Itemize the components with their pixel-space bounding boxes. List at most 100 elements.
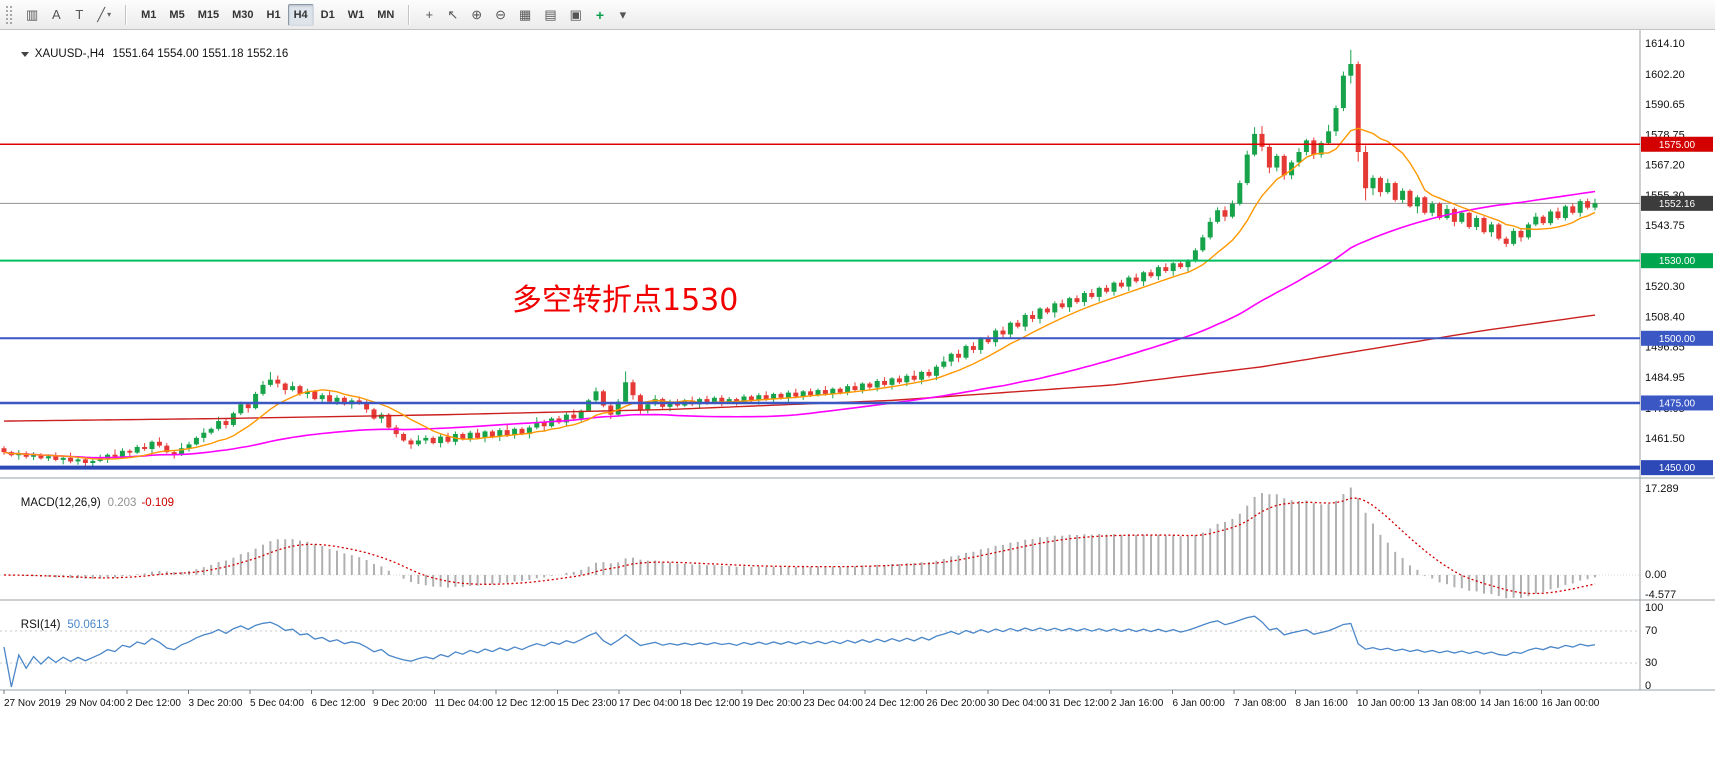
svg-text:1500.00: 1500.00 (1659, 334, 1696, 345)
tile-windows-button[interactable]: ▦ (519, 6, 532, 22)
svg-text:16 Jan 00:00: 16 Jan 00:00 (1542, 698, 1600, 709)
ma-fast-line (3, 127, 1596, 460)
vertical-line-tool-button[interactable]: T (75, 7, 84, 22)
cursor-button[interactable]: ↖ (447, 6, 459, 22)
svg-text:30: 30 (1645, 657, 1657, 669)
svg-text:0: 0 (1645, 680, 1651, 692)
macd-signal-line (3, 497, 1596, 595)
svg-text:70: 70 (1645, 625, 1657, 637)
timeframe-m5-button[interactable]: M5 (169, 8, 185, 21)
add-indicator-button[interactable]: + (595, 6, 605, 23)
timeframe-h4-button[interactable]: H4 (287, 3, 314, 26)
svg-text:0.00: 0.00 (1645, 569, 1666, 581)
svg-text:9 Dec 20:00: 9 Dec 20:00 (373, 698, 427, 709)
toolbar-right-group: + ↖ ⊕ ⊖ ▦ ▤ ▣ + ▾ (418, 4, 634, 26)
price-badge (1641, 460, 1713, 476)
rsi-indicator-label: RSI(14) 50.0613 (8, 607, 109, 643)
macd-name: MACD(12,26,9) (20, 497, 101, 509)
svg-text:24 Dec 12:00: 24 Dec 12:00 (865, 698, 925, 709)
timeframe-m30-button[interactable]: M30 (232, 8, 254, 21)
svg-text:100: 100 (1645, 602, 1663, 614)
time-axis: 27 Nov 2019 29 Nov 04:00 2 Dec 12:00 3 Dec … (3, 690, 1600, 709)
text-label-button[interactable]: A (51, 7, 61, 22)
rsi-line (3, 615, 1596, 688)
timeframe-w1-button[interactable]: W1 (347, 8, 365, 21)
toolbar: ▥ A T ╱ ▾ M1 M5 M15 M30 H1 H4 D1 W1 MN + ↖ ⊕ ⊖ ▦ ▤ ▣ + ▾ (0, 0, 1715, 30)
svg-text:15 Dec 23:00: 15 Dec 23:00 (558, 698, 618, 709)
svg-text:26 Dec 20:00: 26 Dec 20:00 (927, 698, 987, 709)
svg-text:1614.10: 1614.10 (1645, 38, 1685, 50)
svg-text:1520.30: 1520.30 (1645, 281, 1685, 293)
dropdown-arrow-icon: ▾ (107, 10, 112, 19)
svg-text:2 Jan 16:00: 2 Jan 16:00 (1111, 698, 1164, 709)
svg-text:1590.65: 1590.65 (1645, 99, 1685, 111)
cascade-windows-button[interactable]: ▤ (544, 6, 557, 22)
macd-pane: 17.289 0.00 -4.577 (0, 483, 1679, 601)
rsi-name: RSI(14) (20, 619, 61, 631)
svg-text:1602.20: 1602.20 (1645, 69, 1685, 81)
svg-text:14 Jan 16:00: 14 Jan 16:00 (1480, 698, 1538, 709)
svg-text:10 Jan 00:00: 10 Jan 00:00 (1357, 698, 1415, 709)
svg-text:1530.00: 1530.00 (1659, 256, 1696, 267)
svg-text:11 Dec 04:00: 11 Dec 04:00 (435, 698, 494, 709)
bar-chart-mode-button[interactable]: ▥ (26, 6, 39, 22)
svg-text:1552.16: 1552.16 (1659, 199, 1696, 210)
toolbar-separator (125, 4, 128, 25)
svg-text:1484.95: 1484.95 (1645, 372, 1685, 384)
svg-text:19 Dec 20:00: 19 Dec 20:00 (742, 698, 802, 709)
svg-text:1475.00: 1475.00 (1659, 398, 1696, 409)
timeframe-d1-button[interactable]: D1 (320, 8, 335, 21)
symbol-title: XAUUSD-,H4 (34, 48, 105, 60)
timeframe-h1-button[interactable]: H1 (266, 8, 281, 21)
svg-text:5 Dec 04:00: 5 Dec 04:00 (250, 698, 304, 709)
svg-text:6 Jan 00:00: 6 Jan 00:00 (1173, 698, 1226, 709)
templates-button[interactable]: ▾ (619, 6, 627, 22)
arrange-windows-button[interactable]: ▣ (569, 6, 582, 22)
symbol-dropdown-icon[interactable] (20, 52, 29, 57)
toolbar-separator (408, 4, 411, 25)
timeframe-group: M1 M5 M15 M30 H1 H4 D1 W1 MN (135, 3, 400, 26)
svg-text:1543.75: 1543.75 (1645, 220, 1685, 232)
macd-main-value: 0.203 (107, 497, 137, 509)
pane-separators (0, 30, 1715, 691)
price-badge (1641, 136, 1713, 152)
timeframe-mn-button[interactable]: MN (377, 8, 395, 21)
svg-text:-4.577: -4.577 (1645, 589, 1676, 601)
price-badge (1641, 395, 1713, 411)
svg-text:1508.40: 1508.40 (1645, 312, 1685, 324)
svg-text:8 Jan 16:00: 8 Jan 16:00 (1296, 698, 1349, 709)
svg-text:12 Dec 12:00: 12 Dec 12:00 (496, 698, 556, 709)
candles (1, 49, 1598, 467)
svg-text:1450.00: 1450.00 (1659, 463, 1696, 474)
svg-text:17 Dec 04:00: 17 Dec 04:00 (619, 698, 679, 709)
rsi-pane: 100 70 30 0 (0, 602, 1663, 692)
svg-text:3 Dec 20:00: 3 Dec 20:00 (189, 698, 243, 709)
macd-signal-value: -0.109 (141, 497, 175, 509)
svg-text:18 Dec 12:00: 18 Dec 12:00 (681, 698, 741, 709)
svg-text:1461.50: 1461.50 (1645, 433, 1685, 445)
chart-area[interactable]: 1614.101602.201590.651578.751567.201555.… (0, 30, 1715, 712)
svg-text:30 Dec 04:00: 30 Dec 04:00 (988, 698, 1048, 709)
toolbar-grip[interactable] (6, 5, 12, 24)
svg-text:6 Dec 12:00: 6 Dec 12:00 (312, 698, 366, 709)
crosshair-button[interactable]: + (425, 7, 434, 22)
price-axis: 1614.101602.201590.651578.751567.201555.… (1641, 38, 1713, 476)
chart-annotation: 多空转折点1530 (512, 283, 739, 318)
svg-text:17.289: 17.289 (1645, 483, 1679, 495)
timeframe-m1-button[interactable]: M1 (141, 8, 157, 21)
svg-text:29 Nov 04:00: 29 Nov 04:00 (66, 698, 126, 709)
svg-text:7 Jan 08:00: 7 Jan 08:00 (1234, 698, 1287, 709)
chart-svg[interactable]: 1614.101602.201590.651578.751567.201555.… (0, 30, 1715, 712)
zoom-in-button[interactable]: ⊕ (471, 6, 483, 22)
svg-text:2 Dec 12:00: 2 Dec 12:00 (127, 698, 181, 709)
draw-tools-button[interactable]: ╱ ▾ (97, 6, 112, 22)
price-badge (1641, 195, 1713, 211)
svg-text:27 Nov 2019: 27 Nov 2019 (4, 698, 61, 709)
price-badge (1641, 330, 1713, 346)
zoom-out-button[interactable]: ⊖ (495, 6, 507, 22)
rsi-value: 50.0613 (67, 619, 109, 631)
timeframe-m15-button[interactable]: M15 (197, 8, 220, 21)
svg-text:23 Dec 04:00: 23 Dec 04:00 (804, 698, 864, 709)
price-level-lines (0, 143, 1640, 470)
toolbar-left-group: ▥ A T ╱ ▾ (20, 4, 117, 26)
